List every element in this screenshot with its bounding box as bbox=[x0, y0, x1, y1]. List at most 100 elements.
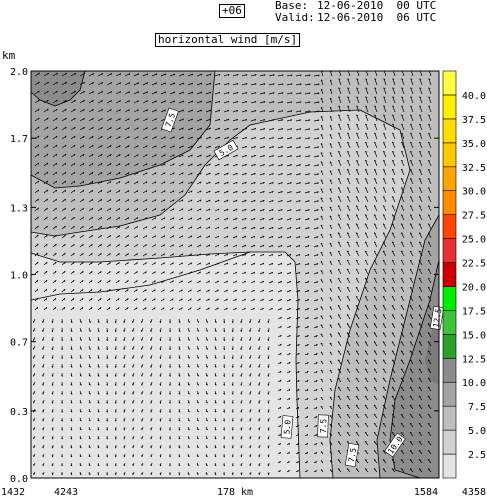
wind-vector bbox=[43, 99, 49, 104]
wind-vector bbox=[223, 127, 229, 131]
wind-vector-head bbox=[209, 91, 212, 94]
wind-vector-head bbox=[82, 180, 85, 183]
wind-vector bbox=[232, 244, 238, 248]
wind-vector-head bbox=[146, 127, 148, 130]
wind-vector-head bbox=[356, 105, 359, 108]
wind-vector bbox=[364, 296, 369, 302]
wind-vector-head bbox=[190, 226, 193, 229]
wind-vector-head bbox=[308, 191, 310, 194]
wind-vector-head bbox=[249, 446, 251, 449]
wind-vector bbox=[329, 106, 333, 113]
wind-vector bbox=[400, 323, 405, 329]
wind-vector bbox=[286, 92, 293, 95]
wind-vector bbox=[295, 182, 301, 185]
wind-vector bbox=[115, 154, 121, 158]
wind-vector-head bbox=[254, 83, 257, 85]
wind-vector bbox=[169, 226, 175, 230]
wind-vector bbox=[401, 132, 405, 140]
wind-vector-head bbox=[182, 136, 184, 139]
wind-vector bbox=[106, 127, 112, 131]
colorbar-bin bbox=[442, 262, 457, 287]
wind-vector-head bbox=[329, 306, 332, 308]
wind-vector-head bbox=[298, 317, 300, 319]
wind-vector-head bbox=[73, 307, 75, 309]
wind-vector-head bbox=[159, 339, 161, 341]
wind-vector bbox=[364, 350, 369, 356]
wind-vector bbox=[277, 83, 284, 86]
wind-vector-head bbox=[240, 338, 242, 341]
wind-vector-head bbox=[74, 90, 76, 93]
wind-vector-head bbox=[123, 356, 125, 359]
wind-vector-head bbox=[154, 289, 156, 292]
wind-vector bbox=[337, 296, 342, 302]
wind-vector-head bbox=[114, 365, 117, 368]
wind-vector-head bbox=[51, 347, 54, 350]
wind-vector-head bbox=[55, 280, 57, 282]
wind-vector-head bbox=[244, 208, 247, 211]
wind-vector-head bbox=[401, 178, 404, 180]
wind-vector bbox=[142, 136, 148, 140]
wind-vector-head bbox=[320, 387, 323, 390]
wind-vector-head bbox=[320, 469, 323, 471]
wind-vector-head bbox=[205, 464, 208, 467]
wind-vector-head bbox=[427, 395, 430, 398]
wind-vector bbox=[178, 82, 185, 86]
wind-vector-head bbox=[356, 87, 359, 89]
wind-vector-head bbox=[263, 83, 266, 86]
wind-vector-head bbox=[214, 339, 217, 341]
wind-vector-head bbox=[355, 441, 358, 443]
wind-vector bbox=[205, 181, 211, 185]
wind-vector bbox=[373, 386, 378, 392]
wind-vector-head bbox=[82, 225, 84, 228]
wind-vector bbox=[364, 187, 369, 194]
wind-vector bbox=[151, 181, 157, 185]
wind-vector-head bbox=[316, 200, 319, 203]
wind-vector bbox=[428, 132, 432, 140]
wind-vector-head bbox=[364, 332, 367, 334]
wind-vector-head bbox=[74, 99, 76, 102]
wind-vector-head bbox=[227, 91, 230, 94]
wind-vector-head bbox=[289, 316, 291, 319]
wind-vector-head bbox=[187, 455, 190, 458]
wind-vector-head bbox=[56, 72, 58, 75]
wind-vector-head bbox=[145, 271, 147, 274]
wind-vector bbox=[277, 164, 283, 167]
wind-vector-head bbox=[267, 392, 269, 395]
wind-vector-head bbox=[329, 188, 332, 191]
wind-vector-head bbox=[329, 378, 332, 381]
wind-vector bbox=[151, 145, 157, 149]
wind-vector-head bbox=[337, 277, 340, 280]
wind-vector-head bbox=[88, 330, 91, 332]
wind-vector-head bbox=[227, 163, 229, 166]
wind-vector bbox=[277, 155, 283, 158]
wind-vector bbox=[97, 127, 103, 131]
wind-vector bbox=[169, 100, 175, 104]
wind-vector bbox=[79, 189, 85, 194]
wind-vector-head bbox=[231, 392, 234, 395]
wind-vector-head bbox=[106, 357, 108, 359]
wind-vector-head bbox=[163, 244, 166, 247]
wind-vector-head bbox=[114, 446, 117, 449]
wind-vector-head bbox=[262, 271, 265, 274]
wind-vector-head bbox=[214, 392, 217, 395]
wind-vector-head bbox=[347, 141, 350, 144]
wind-vector bbox=[232, 91, 239, 95]
wind-vector-head bbox=[240, 383, 242, 386]
wind-vector bbox=[392, 96, 396, 104]
wind-vector-head bbox=[208, 262, 211, 265]
wind-vector-head bbox=[163, 235, 166, 238]
wind-vector bbox=[337, 187, 342, 194]
wind-vector-head bbox=[290, 182, 292, 185]
wind-vector bbox=[409, 395, 414, 401]
wind-vector-head bbox=[364, 323, 367, 325]
wind-vector-head bbox=[137, 118, 139, 121]
wind-vector bbox=[115, 199, 121, 203]
wind-vector-head bbox=[263, 119, 266, 121]
wind-vector-head bbox=[56, 126, 58, 129]
wind-vector-head bbox=[356, 232, 358, 234]
wind-vector-head bbox=[262, 235, 265, 238]
wind-vector-head bbox=[279, 443, 281, 445]
wind-vector-head bbox=[298, 227, 301, 230]
wind-vector bbox=[88, 180, 94, 185]
wind-vector bbox=[196, 208, 202, 212]
